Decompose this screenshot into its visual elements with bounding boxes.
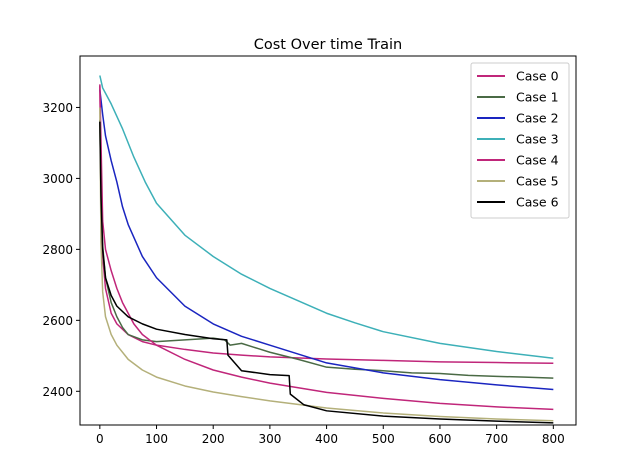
plot-area xyxy=(99,75,554,424)
legend-box xyxy=(470,62,570,219)
y-tick-label: 2400 xyxy=(42,385,73,399)
legend-label: Case 4 xyxy=(516,153,559,168)
series-line-case-1 xyxy=(99,119,554,379)
series-line-case-5 xyxy=(99,107,554,422)
y-axis: 2400 2600 2800 3000 3200 xyxy=(42,101,80,399)
legend-label: Case 0 xyxy=(516,69,559,84)
legend-label: Case 3 xyxy=(516,132,559,147)
x-tick-label: 400 xyxy=(315,432,338,446)
x-tick-label: 700 xyxy=(485,432,508,446)
x-tick-label: 100 xyxy=(145,432,168,446)
y-tick-label: 3200 xyxy=(42,101,73,115)
series-line-case-6 xyxy=(99,121,554,424)
x-tick-label: 0 xyxy=(96,432,104,446)
x-tick-label: 600 xyxy=(429,432,452,446)
y-tick-label: 2800 xyxy=(42,243,73,257)
plot-frame xyxy=(79,55,577,426)
chart-title: Cost Over time Train xyxy=(254,37,403,53)
series-line-case-2 xyxy=(99,89,554,391)
series-line-case-4 xyxy=(99,86,554,411)
legend-label: Case 1 xyxy=(516,90,559,105)
x-tick-label: 500 xyxy=(372,432,395,446)
series-line-case-3 xyxy=(99,75,554,360)
series-line-case-0 xyxy=(99,84,554,365)
x-tick-label: 300 xyxy=(258,432,281,446)
x-tick-label: 200 xyxy=(202,432,225,446)
x-tick-label: 800 xyxy=(542,432,565,446)
y-tick-label: 2600 xyxy=(42,314,73,328)
legend-label: Case 6 xyxy=(516,195,559,210)
legend-label: Case 2 xyxy=(516,111,559,126)
legend-label: Case 5 xyxy=(516,174,559,189)
x-axis: 0 100 200 300 400 500 600 700 800 xyxy=(96,425,565,446)
y-tick-label: 3000 xyxy=(42,172,73,186)
legend: Case 0 Case 1 Case 2 Case 3 Case 4 Case 5 Case… xyxy=(470,62,570,219)
